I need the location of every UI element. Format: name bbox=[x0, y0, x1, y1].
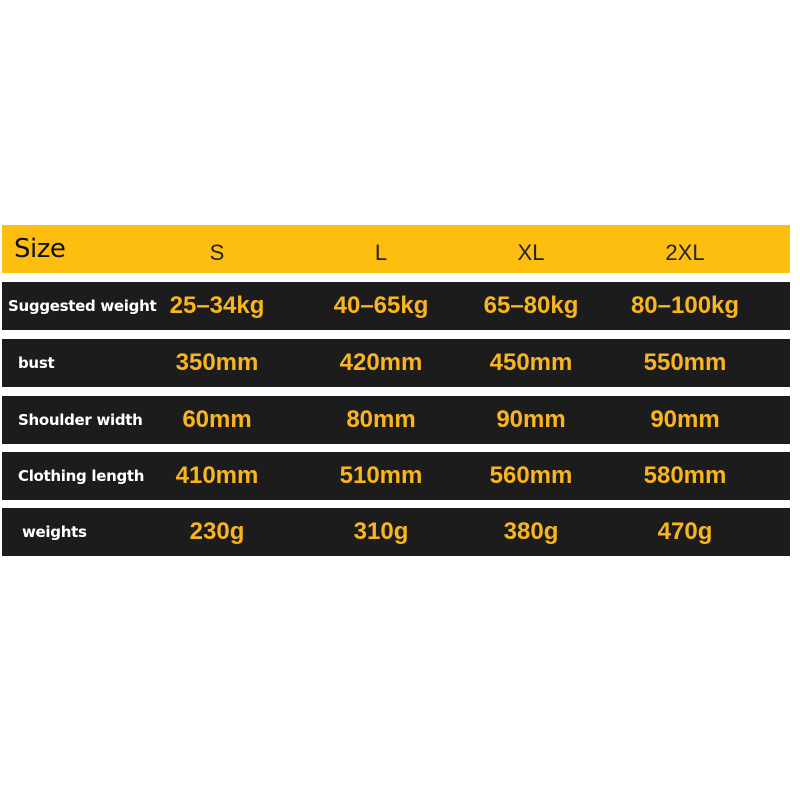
row-value: 80mm bbox=[346, 406, 416, 433]
row-value: 90mm bbox=[650, 406, 720, 433]
row-label: Suggested weight bbox=[8, 297, 157, 315]
table-row: weights 230g 310g 380g 470g bbox=[2, 508, 790, 556]
table-row: bust 350mm 420mm 450mm 550mm bbox=[2, 339, 790, 387]
row-value: 65–80kg bbox=[483, 292, 579, 319]
row-value: 90mm bbox=[496, 406, 566, 433]
row-value: 25–34kg bbox=[169, 292, 265, 319]
row-label: bust bbox=[18, 354, 55, 372]
row-label: weights bbox=[22, 523, 87, 541]
row-value: 410mm bbox=[175, 462, 259, 489]
row-value: 60mm bbox=[182, 406, 252, 433]
row-value: 580mm bbox=[643, 462, 727, 489]
row-value: 380g bbox=[503, 518, 559, 545]
row-value: 510mm bbox=[339, 462, 423, 489]
table-row: Clothing length 410mm 510mm 560mm 580mm bbox=[2, 452, 790, 500]
size-header-row: Size S L XL 2XL bbox=[2, 225, 790, 273]
table-row: Suggested weight 25–34kg 40–65kg 65–80kg 80–… bbox=[2, 282, 790, 330]
size-l: L bbox=[374, 240, 388, 265]
size-header-label: Size bbox=[14, 234, 66, 264]
row-value: 420mm bbox=[339, 349, 423, 376]
row-value: 470g bbox=[657, 518, 713, 545]
row-value: 230g bbox=[189, 518, 245, 545]
row-value: 560mm bbox=[489, 462, 573, 489]
size-2xl: 2XL bbox=[665, 240, 705, 265]
table-row: Shoulder width 60mm 80mm 90mm 90mm bbox=[2, 396, 790, 444]
row-value: 350mm bbox=[175, 349, 259, 376]
row-label: Shoulder width bbox=[18, 411, 143, 429]
row-value: 40–65kg bbox=[333, 292, 429, 319]
size-xl: XL bbox=[517, 240, 545, 265]
row-label: Clothing length bbox=[18, 467, 145, 485]
row-value: 450mm bbox=[489, 349, 573, 376]
size-s: S bbox=[209, 240, 225, 265]
row-value: 310g bbox=[353, 518, 409, 545]
row-value: 80–100kg bbox=[630, 292, 740, 319]
row-value: 550mm bbox=[643, 349, 727, 376]
